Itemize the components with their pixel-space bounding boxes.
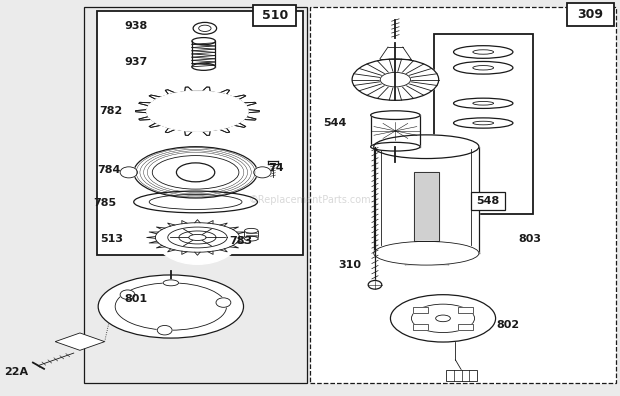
Text: 22A: 22A (4, 367, 29, 377)
Text: 803: 803 (518, 234, 541, 244)
Bar (458, 324, 472, 330)
Circle shape (120, 290, 135, 299)
Bar (253, 5, 296, 27)
Bar (446, 370, 477, 381)
Bar (414, 172, 439, 242)
Polygon shape (55, 333, 105, 350)
Text: 783: 783 (229, 236, 252, 246)
Bar (567, 3, 614, 27)
Text: 310: 310 (339, 260, 361, 270)
Ellipse shape (454, 118, 513, 128)
Bar (458, 307, 472, 313)
Ellipse shape (374, 242, 479, 265)
Text: 510: 510 (262, 9, 288, 22)
Ellipse shape (371, 142, 420, 151)
Bar (458, 324, 472, 330)
Circle shape (216, 298, 231, 307)
Text: 548: 548 (476, 196, 500, 206)
Ellipse shape (371, 111, 420, 120)
Text: 513: 513 (100, 234, 123, 244)
Ellipse shape (98, 275, 244, 338)
Text: 784: 784 (97, 166, 121, 175)
Text: 801: 801 (124, 293, 147, 304)
Text: 544: 544 (323, 118, 347, 128)
Text: 309: 309 (578, 8, 603, 21)
Circle shape (157, 326, 172, 335)
Bar (374, 147, 479, 253)
Ellipse shape (244, 228, 258, 233)
Bar (97, 11, 303, 255)
Bar (414, 324, 428, 330)
Text: 937: 937 (124, 57, 147, 67)
Ellipse shape (254, 167, 271, 178)
Ellipse shape (193, 23, 216, 34)
Bar (414, 172, 439, 242)
Bar (458, 307, 472, 313)
Bar (414, 307, 428, 313)
Text: 938: 938 (124, 21, 147, 31)
Bar (414, 324, 428, 330)
Text: 74: 74 (268, 164, 284, 173)
Ellipse shape (147, 91, 248, 131)
Ellipse shape (177, 163, 215, 182)
Bar (310, 7, 616, 383)
Ellipse shape (192, 38, 215, 45)
Ellipse shape (120, 167, 138, 178)
Ellipse shape (454, 98, 513, 109)
Text: 782: 782 (99, 106, 123, 116)
Ellipse shape (163, 280, 179, 286)
Text: 802: 802 (497, 320, 520, 330)
Ellipse shape (368, 280, 382, 289)
Ellipse shape (244, 229, 258, 241)
Ellipse shape (192, 63, 215, 70)
Ellipse shape (454, 61, 513, 74)
Ellipse shape (244, 236, 258, 241)
Bar (471, 192, 505, 210)
Ellipse shape (374, 135, 479, 158)
Text: ©ReplacementParts.com: ©ReplacementParts.com (249, 195, 371, 205)
Bar (434, 34, 533, 214)
Ellipse shape (380, 72, 410, 87)
Bar (84, 7, 307, 383)
Bar (414, 307, 428, 313)
Text: 785: 785 (93, 198, 116, 208)
Ellipse shape (454, 46, 513, 58)
Ellipse shape (391, 295, 495, 342)
Ellipse shape (134, 191, 257, 213)
Circle shape (156, 211, 239, 264)
Bar (446, 370, 477, 381)
Ellipse shape (134, 147, 257, 198)
Ellipse shape (352, 59, 439, 100)
